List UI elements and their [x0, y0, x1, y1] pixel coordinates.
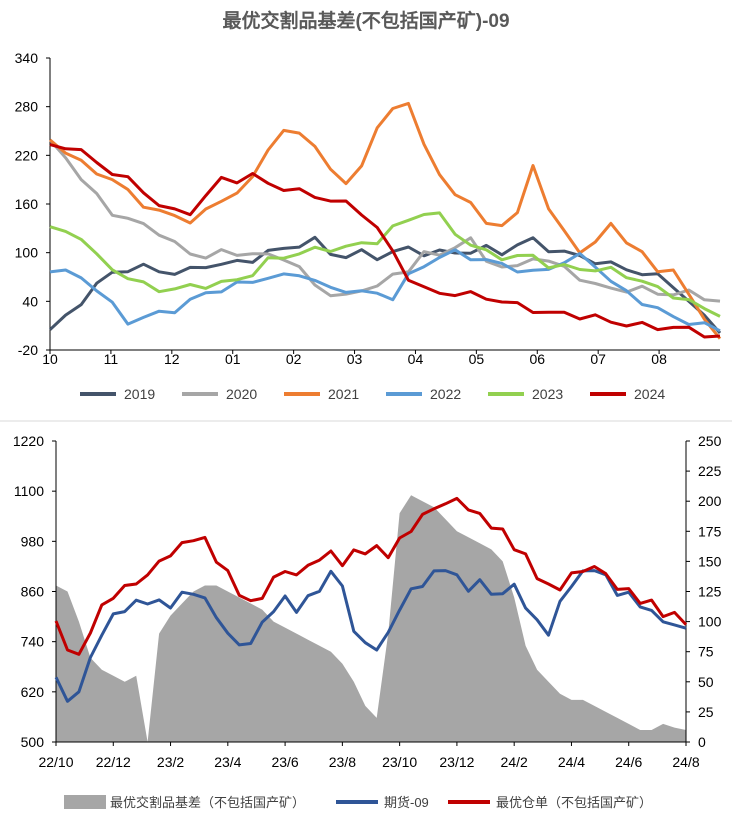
right-tick-label: 250 — [698, 433, 722, 449]
legend-label-2023: 2023 — [532, 386, 563, 402]
x-tick-label: 08 — [651, 351, 667, 367]
x-tick-label: 12 — [164, 351, 180, 367]
series-line-2020 — [48, 138, 721, 303]
x-tick-label: 24/6 — [615, 754, 642, 770]
left-tick-label: 740 — [21, 634, 45, 650]
futures-line — [54, 569, 687, 703]
right-tick-label: 150 — [698, 553, 722, 569]
legend-label-futures: 期货-09 — [384, 795, 429, 810]
x-tick-label: 23/2 — [157, 754, 184, 770]
right-tick-label: 75 — [698, 644, 714, 660]
x-tick-label: 24/8 — [672, 754, 699, 770]
left-tick-label: 1220 — [13, 433, 44, 449]
y-tick-label: 100 — [15, 245, 39, 261]
basis-area — [56, 495, 686, 742]
left-tick-label: 1100 — [14, 483, 44, 499]
x-tick-label: 03 — [347, 351, 363, 367]
y-tick-label: 220 — [15, 147, 39, 163]
right-tick-label: 175 — [698, 523, 722, 539]
legend-label-2024: 2024 — [634, 386, 665, 402]
legend-label-2021: 2021 — [328, 386, 359, 402]
x-tick-label: 11 — [104, 351, 119, 367]
right-tick-label: 125 — [698, 584, 722, 600]
x-tick-label: 01 — [225, 351, 241, 367]
x-tick-label: 04 — [408, 351, 424, 367]
series-line-2022 — [49, 248, 721, 333]
right-tick-label: 25 — [698, 704, 714, 720]
x-tick-label: 23/10 — [382, 754, 417, 770]
legend-label-basis: 最优交割品基差（不包括国产矿） — [110, 795, 305, 810]
right-tick-label: 50 — [698, 674, 714, 690]
legend-label-warehouse: 最优仓单（不包括国产矿） — [496, 795, 652, 810]
legend-label-2020: 2020 — [226, 386, 257, 402]
x-tick-label: 22/10 — [38, 754, 73, 770]
x-tick-label: 23/8 — [329, 754, 356, 770]
left-tick-label: 620 — [21, 684, 45, 700]
x-tick-label: 06 — [529, 351, 545, 367]
left-tick-label: 860 — [21, 584, 45, 600]
left-tick-label: 980 — [21, 533, 45, 549]
series-line-2024 — [49, 143, 721, 339]
right-tick-label: 100 — [698, 614, 722, 630]
x-tick-label: 23/12 — [439, 754, 474, 770]
x-tick-label: 10 — [42, 351, 58, 367]
chart-title: 最优交割品基差(不包括国产矿)-09 — [222, 11, 510, 32]
x-tick-label: 24/2 — [501, 754, 528, 770]
y-tick-label: 40 — [22, 293, 38, 309]
right-tick-label: 0 — [698, 734, 706, 750]
x-tick-label: 23/4 — [214, 754, 241, 770]
warehouse-line — [54, 496, 688, 656]
right-tick-label: 225 — [698, 463, 722, 479]
legend-label-2022: 2022 — [430, 386, 461, 402]
y-tick-label: 280 — [15, 99, 39, 115]
legend-swatch-basis — [64, 795, 106, 809]
series-line-2019 — [48, 235, 722, 334]
y-tick-label: 160 — [15, 196, 39, 212]
x-tick-label: 23/6 — [271, 754, 298, 770]
legend-label-2019: 2019 — [124, 386, 155, 402]
x-tick-label: 24/4 — [558, 754, 585, 770]
series-line-2021 — [49, 101, 722, 340]
y-tick-label: 340 — [15, 50, 39, 66]
x-tick-label: 22/12 — [96, 754, 131, 770]
x-tick-label: 07 — [590, 351, 606, 367]
left-tick-label: 500 — [21, 734, 45, 750]
x-tick-label: 02 — [286, 351, 302, 367]
right-tick-label: 200 — [698, 493, 722, 509]
series-line-2023 — [49, 211, 721, 318]
y-tick-label: -20 — [18, 342, 38, 358]
x-tick-label: 05 — [469, 351, 485, 367]
